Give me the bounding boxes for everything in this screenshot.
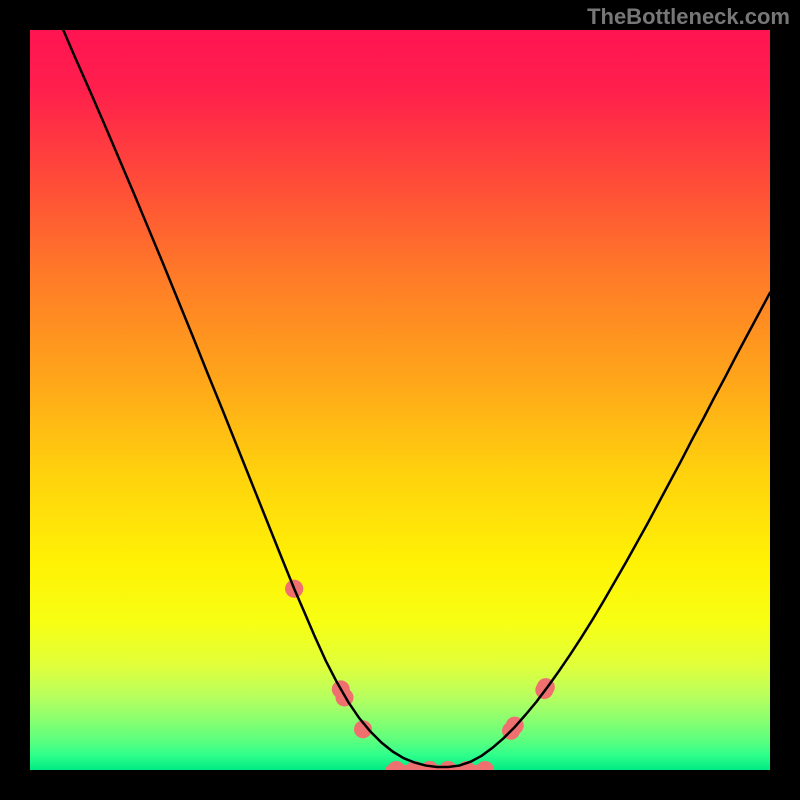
- plot-area: [30, 30, 770, 770]
- markers-group: [285, 580, 555, 770]
- marker-point: [387, 761, 405, 770]
- chart-overlay: [30, 30, 770, 770]
- watermark-text: TheBottleneck.com: [587, 4, 790, 30]
- marker-point: [476, 761, 494, 770]
- bottleneck-curve: [63, 30, 770, 767]
